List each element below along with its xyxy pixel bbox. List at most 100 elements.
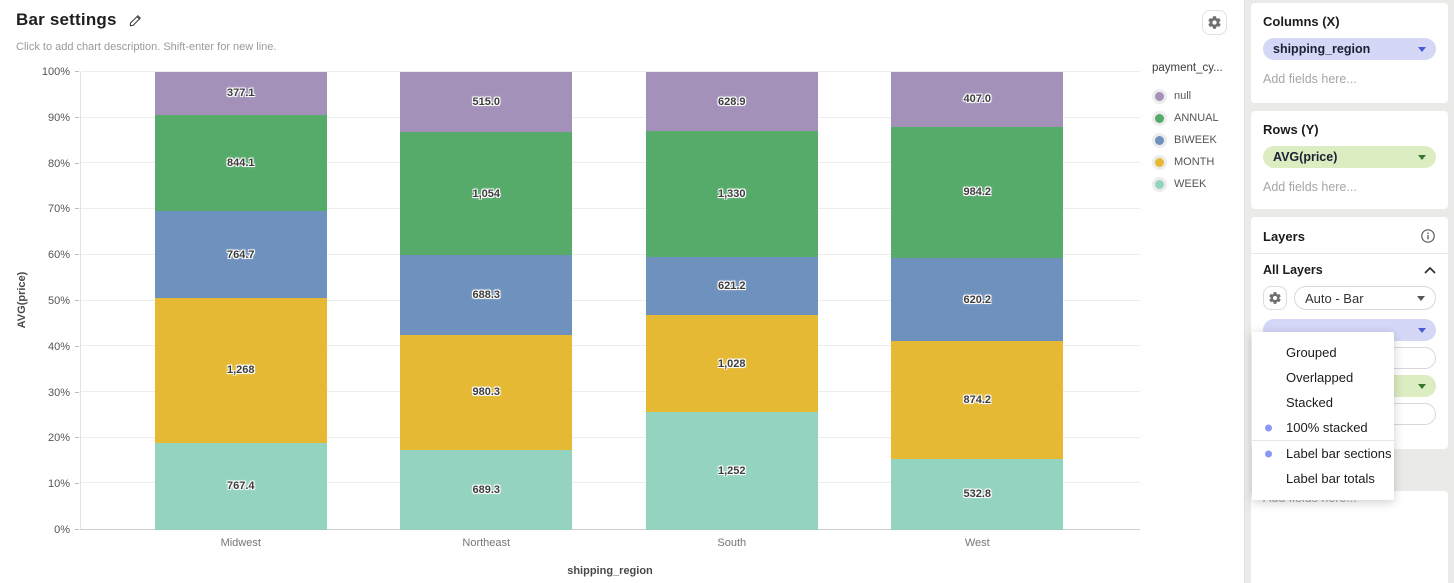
rows-add-field-dropzone[interactable]: Add fields here... (1263, 180, 1357, 194)
menu-item-grouped[interactable]: Grouped (1286, 345, 1337, 360)
rows-section-title: Rows (Y) (1263, 122, 1319, 137)
bar-segment-label: 515.0 (472, 96, 501, 109)
all-layers-label: All Layers (1263, 263, 1323, 277)
bar-segment-MONTH[interactable]: 1,028 (645, 315, 818, 412)
divider (1252, 440, 1394, 441)
bar-segment-BIWEEK[interactable]: 621.2 (645, 256, 818, 316)
bar-segment-null[interactable]: 407.0 (891, 72, 1064, 127)
layers-section-title: Layers (1263, 228, 1305, 244)
menu-item-100-stacked[interactable]: 100% stacked (1252, 415, 1394, 440)
bar-segment-null[interactable]: 515.0 (400, 72, 573, 133)
columns-field-label: shipping_region (1273, 42, 1371, 56)
columns-field-pill[interactable]: shipping_region (1263, 38, 1436, 60)
bar-segment-null[interactable]: 377.1 (154, 72, 327, 115)
gridline (81, 71, 1140, 72)
legend-item-ANNUAL[interactable]: ANNUAL (1152, 107, 1242, 129)
bar-segment-MONTH[interactable]: 980.3 (400, 335, 573, 450)
bar-segment-BIWEEK[interactable]: 688.3 (400, 254, 573, 336)
y-tick-mark (75, 529, 79, 530)
pencil-icon (128, 13, 143, 28)
bar-slot: 628.9 1,330 621.2 1,028 1,252 (609, 72, 855, 530)
bar-slot: 377.1 844.1 764.7 1,268 767.4 (118, 72, 364, 530)
bar-segment-label: 1,330 (717, 187, 746, 200)
bar-mode-menu: Grouped Overlapped Stacked 100% stacked Lab… (1252, 332, 1394, 500)
legend-label: WEEK (1174, 178, 1207, 190)
legend-item-WEEK[interactable]: WEEK (1152, 173, 1242, 195)
rows-field-pill[interactable]: AVG(price) (1263, 146, 1436, 168)
gridline (81, 253, 1140, 255)
gear-icon (1268, 291, 1282, 305)
bar-segment-MONTH[interactable]: 874.2 (891, 341, 1064, 459)
chart-settings-button[interactable] (1202, 10, 1227, 35)
bar-segment-WEEK[interactable]: 532.8 (891, 458, 1064, 530)
bar-segment-WEEK[interactable]: 689.3 (400, 449, 573, 530)
bar-segment-label: 1,268 (226, 364, 255, 377)
legend-label: MONTH (1174, 156, 1215, 168)
rows-card: Rows (Y) AVG(price) Add fields here... (1251, 111, 1448, 209)
bar-mode-items: Grouped Overlapped Stacked 100% stacked (1252, 340, 1394, 440)
menu-item-overlapped[interactable]: Overlapped (1286, 370, 1354, 385)
bar-segment-label: 984.2 (963, 186, 992, 199)
y-tick-mark (75, 437, 79, 439)
legend-swatch-icon (1155, 91, 1164, 101)
bar-segment-WEEK[interactable]: 1,252 (645, 411, 818, 530)
all-layers-toggle[interactable]: All Layers (1263, 263, 1436, 277)
y-tick-mark (75, 208, 79, 210)
columns-section-title: Columns (X) (1263, 14, 1340, 29)
chevron-down-icon (1417, 295, 1425, 301)
bar-west: 407.0 984.2 620.2 874.2 532.8 (891, 72, 1064, 530)
bar-segment-BIWEEK[interactable]: 764.7 (154, 211, 327, 299)
y-tick-mark (75, 300, 79, 301)
menu-item-label-bar-sections[interactable]: Label bar sections (1252, 441, 1394, 466)
selected-bullet-icon (1265, 450, 1272, 457)
gridline (81, 345, 1140, 347)
legend-label: ANNUAL (1174, 112, 1219, 124)
bar-label-items: Label bar sections Label bar totals (1252, 441, 1394, 491)
bar-segment-ANNUAL[interactable]: 984.2 (891, 126, 1064, 259)
y-tick-label: 50% (47, 295, 70, 307)
bar-segment-label: 377.1 (226, 87, 255, 100)
legend-swatch-icon (1155, 135, 1164, 145)
bar-segment-null[interactable]: 628.9 (645, 72, 818, 132)
info-icon[interactable] (1420, 228, 1436, 244)
layer-settings-button[interactable] (1263, 286, 1287, 310)
edit-title-button[interactable] (127, 11, 145, 29)
menu-item-stacked[interactable]: Stacked (1286, 395, 1333, 410)
bar-segment-ANNUAL[interactable]: 1,330 (645, 131, 818, 257)
y-tick-label: 100% (41, 66, 70, 78)
layer-type-select[interactable]: Auto - Bar (1294, 286, 1436, 310)
bar-segment-MONTH[interactable]: 1,268 (154, 298, 327, 443)
x-tick-midwest: Midwest (220, 537, 261, 549)
bar-segment-ANNUAL[interactable]: 1,054 (400, 132, 573, 255)
gridline (81, 162, 1140, 164)
bar-segment-label: 1,028 (717, 357, 746, 370)
x-axis-ticks: Midwest Northeast South West (118, 537, 1100, 549)
bar-segment-label: 688.3 (472, 289, 501, 302)
legend-item-MONTH[interactable]: MONTH (1152, 151, 1242, 173)
bar-segment-ANNUAL[interactable]: 844.1 (154, 114, 327, 212)
bar-segment-label: 407.0 (963, 93, 992, 106)
y-axis-ticks: 0% 10% 20% 30% 40% 50% 60% 70% 80% 90% 100% (0, 66, 80, 536)
gridline (81, 482, 1140, 484)
bar-segment-label: 980.3 (472, 386, 501, 399)
x-tick-northeast: Northeast (462, 537, 511, 549)
x-axis-label: shipping_region (567, 565, 653, 577)
y-tick-mark (75, 116, 79, 118)
bar-segment-label: 764.7 (226, 248, 255, 261)
chevron-up-icon (1424, 266, 1436, 274)
chevron-down-icon (1418, 383, 1426, 389)
legend-item-null[interactable]: null (1152, 85, 1242, 107)
menu-item-label-bar-totals[interactable]: Label bar totals (1286, 471, 1375, 486)
gridline (81, 208, 1140, 210)
y-tick-label: 30% (47, 386, 70, 399)
chart-description-placeholder[interactable]: Click to add chart description. Shift-en… (16, 41, 277, 53)
gridline (81, 116, 1140, 118)
bar-segment-label: 767.4 (226, 480, 255, 493)
bar-south: 628.9 1,330 621.2 1,028 1,252 (645, 72, 818, 530)
columns-add-field-dropzone[interactable]: Add fields here... (1263, 72, 1357, 86)
bar-slot: 407.0 984.2 620.2 874.2 532.8 (855, 72, 1101, 530)
legend-item-BIWEEK[interactable]: BIWEEK (1152, 129, 1242, 151)
bar-segment-WEEK[interactable]: 767.4 (154, 442, 327, 530)
bar-segment-BIWEEK[interactable]: 620.2 (891, 258, 1064, 342)
gear-icon (1207, 15, 1222, 30)
